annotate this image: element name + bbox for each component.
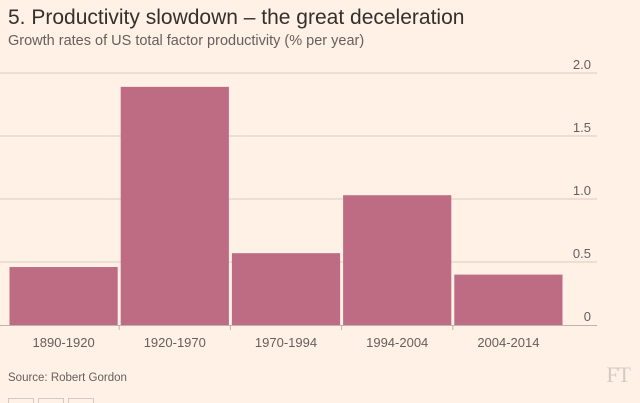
share-strip (8, 398, 94, 403)
bar-1994-2004 (343, 195, 452, 325)
share-tab (68, 398, 94, 403)
y-tick-label: 2.0 (573, 57, 591, 72)
ft-logo: FT (606, 362, 631, 387)
x-tick-label: 1890-1920 (33, 335, 95, 350)
share-tab (38, 398, 64, 403)
x-tick-label: 1970-1994 (255, 335, 317, 350)
x-tick-label: 2004-2014 (477, 335, 539, 350)
y-tick-label: 1.0 (573, 183, 591, 198)
chart-subtitle: Growth rates of US total factor producti… (8, 33, 365, 49)
bar-2004-2014 (454, 274, 563, 325)
source-note: Source: Robert Gordon (8, 372, 127, 384)
x-tick-label: 1920-1970 (144, 335, 206, 350)
y-tick-label: 0 (584, 309, 591, 324)
bar-1920-1970 (120, 86, 229, 325)
bar-1970-1994 (231, 253, 341, 325)
y-tick-label: 0.5 (573, 246, 591, 261)
x-tick-label: 1994-2004 (366, 335, 428, 350)
share-tab (8, 398, 34, 403)
y-tick-label: 1.5 (573, 120, 591, 135)
bar-1890-1920 (9, 267, 118, 325)
chart-title: 5. Productivity slowdown – the great dec… (8, 6, 465, 29)
